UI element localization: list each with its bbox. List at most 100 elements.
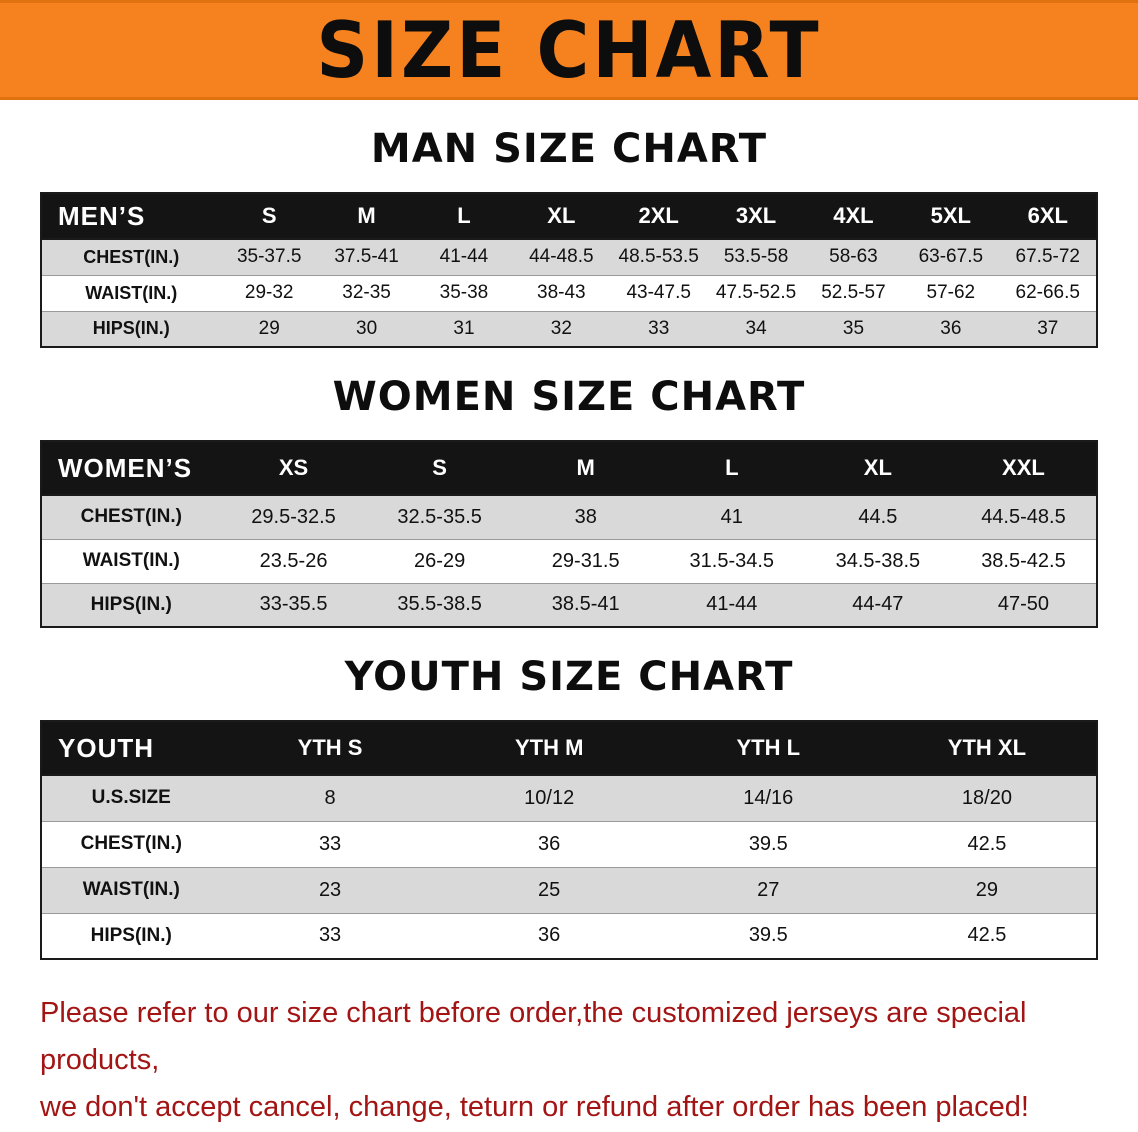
table-row: HIPS(IN.) 33-35.5 35.5-38.5 38.5-41 41-44 44-… bbox=[41, 583, 1097, 627]
size-value-cell: 29 bbox=[877, 867, 1097, 914]
size-column-header: M bbox=[317, 193, 416, 240]
size-value-cell: 36 bbox=[902, 311, 1000, 347]
size-value-cell: 44.5-48.5 bbox=[950, 495, 1097, 540]
size-value-cell: 33-35.5 bbox=[220, 583, 367, 627]
size-value-cell: 26-29 bbox=[366, 539, 513, 584]
size-value-cell: 39.5 bbox=[658, 821, 878, 868]
size-value-cell: 8 bbox=[220, 775, 440, 822]
size-value-cell: 41 bbox=[658, 495, 805, 540]
size-value-cell: 30 bbox=[317, 311, 416, 347]
row-label: HIPS(IN.) bbox=[41, 913, 221, 959]
size-column-header: S bbox=[366, 441, 513, 496]
size-value-cell: 35-37.5 bbox=[220, 239, 318, 276]
size-value-cell: 34.5-38.5 bbox=[804, 539, 951, 584]
size-value-cell: 29-31.5 bbox=[512, 539, 659, 584]
size-value-cell: 38-43 bbox=[512, 275, 611, 312]
table-header-row: YOUTH YTH S YTH M YTH L YTH XL bbox=[41, 721, 1097, 776]
row-label: WAIST(IN.) bbox=[41, 275, 221, 312]
page-title: SIZE CHART bbox=[316, 4, 822, 96]
size-value-cell: 33 bbox=[220, 821, 440, 868]
size-value-cell: 44.5 bbox=[804, 495, 951, 540]
size-value-cell: 42.5 bbox=[877, 913, 1097, 959]
table-group-label: MEN’S bbox=[41, 193, 221, 240]
size-column-header: 2XL bbox=[610, 193, 708, 240]
table-row: WAIST(IN.) 23.5-26 26-29 29-31.5 31.5-34.5 34… bbox=[41, 539, 1097, 584]
disclaimer-line-2: we don't accept cancel, change, teturn o… bbox=[40, 1090, 1029, 1123]
size-value-cell: 35.5-38.5 bbox=[366, 583, 513, 627]
row-label: WAIST(IN.) bbox=[41, 539, 221, 584]
table-row: CHEST(IN.) 33 36 39.5 42.5 bbox=[41, 821, 1097, 868]
row-label: HIPS(IN.) bbox=[41, 583, 221, 627]
size-value-cell: 33 bbox=[610, 311, 708, 347]
row-label: HIPS(IN.) bbox=[41, 311, 221, 347]
size-value-cell: 38.5-41 bbox=[512, 583, 659, 627]
table-row: CHEST(IN.) 35-37.5 37.5-41 41-44 44-48.5 48.5… bbox=[41, 239, 1097, 276]
size-value-cell: 47.5-52.5 bbox=[707, 275, 805, 312]
man-size-chart-section: MAN SIZE CHART MEN’S S M L XL 2XL 3XL 4XL 5XL 6XL… bbox=[0, 126, 1138, 348]
size-value-cell: 23 bbox=[220, 867, 440, 914]
size-column-header: 3XL bbox=[707, 193, 805, 240]
size-value-cell: 32-35 bbox=[317, 275, 416, 312]
youth-size-chart-heading: YOUTH SIZE CHART bbox=[344, 654, 794, 700]
size-value-cell: 57-62 bbox=[902, 275, 1000, 312]
size-column-header: YTH L bbox=[658, 721, 878, 776]
youth-size-table: YOUTH YTH S YTH M YTH L YTH XL U.S.SIZE 8 10/12… bbox=[40, 720, 1098, 960]
size-value-cell: 36 bbox=[439, 913, 659, 959]
size-value-cell: 25 bbox=[439, 867, 659, 914]
size-column-header: XL bbox=[512, 193, 611, 240]
women-size-chart-section: WOMEN SIZE CHART WOMEN’S XS S M L XL XXL CHEST(… bbox=[0, 374, 1138, 628]
size-value-cell: 23.5-26 bbox=[220, 539, 367, 584]
table-row: CHEST(IN.) 29.5-32.5 32.5-35.5 38 41 44.5 44.5… bbox=[41, 495, 1097, 540]
row-label: CHEST(IN.) bbox=[41, 821, 221, 868]
table-row: WAIST(IN.) 23 25 27 29 bbox=[41, 867, 1097, 914]
man-size-chart-heading: MAN SIZE CHART bbox=[370, 126, 768, 172]
size-value-cell: 33 bbox=[220, 913, 440, 959]
mens-size-table: MEN’S S M L XL 2XL 3XL 4XL 5XL 6XL CHEST(IN.) 35-37… bbox=[40, 192, 1098, 348]
size-value-cell: 53.5-58 bbox=[707, 239, 805, 276]
size-value-cell: 47-50 bbox=[950, 583, 1097, 627]
size-column-header: YTH XL bbox=[877, 721, 1097, 776]
size-column-header: 4XL bbox=[804, 193, 903, 240]
size-value-cell: 18/20 bbox=[877, 775, 1097, 822]
table-row: U.S.SIZE 8 10/12 14/16 18/20 bbox=[41, 775, 1097, 822]
size-value-cell: 41-44 bbox=[658, 583, 805, 627]
size-column-header: M bbox=[512, 441, 659, 496]
size-value-cell: 32 bbox=[512, 311, 611, 347]
size-column-header: L bbox=[658, 441, 805, 496]
size-value-cell: 31 bbox=[415, 311, 513, 347]
table-header-row: MEN’S S M L XL 2XL 3XL 4XL 5XL 6XL bbox=[41, 193, 1097, 240]
size-column-header: XL bbox=[804, 441, 951, 496]
size-value-cell: 38.5-42.5 bbox=[950, 539, 1097, 584]
size-value-cell: 52.5-57 bbox=[804, 275, 903, 312]
size-column-header: YTH S bbox=[220, 721, 440, 776]
table-group-label: YOUTH bbox=[41, 721, 221, 776]
size-chart-banner: SIZE CHART bbox=[0, 0, 1138, 100]
size-column-header: 5XL bbox=[902, 193, 1000, 240]
size-value-cell: 62-66.5 bbox=[999, 275, 1097, 312]
order-disclaimer: Please refer to our size chart before or… bbox=[40, 990, 1098, 1131]
size-value-cell: 37.5-41 bbox=[317, 239, 416, 276]
row-label: CHEST(IN.) bbox=[41, 495, 221, 540]
womens-size-table: WOMEN’S XS S M L XL XXL CHEST(IN.) 29.5-32.5 32.5… bbox=[40, 440, 1098, 628]
size-value-cell: 35 bbox=[804, 311, 903, 347]
size-value-cell: 37 bbox=[999, 311, 1097, 347]
size-value-cell: 38 bbox=[512, 495, 659, 540]
size-value-cell: 41-44 bbox=[415, 239, 513, 276]
size-value-cell: 27 bbox=[658, 867, 878, 914]
row-label: CHEST(IN.) bbox=[41, 239, 221, 276]
size-value-cell: 35-38 bbox=[415, 275, 513, 312]
size-value-cell: 32.5-35.5 bbox=[366, 495, 513, 540]
size-column-header: YTH M bbox=[439, 721, 659, 776]
size-value-cell: 29.5-32.5 bbox=[220, 495, 367, 540]
youth-size-chart-section: YOUTH SIZE CHART YOUTH YTH S YTH M YTH L YTH… bbox=[0, 654, 1138, 960]
size-value-cell: 42.5 bbox=[877, 821, 1097, 868]
size-value-cell: 44-47 bbox=[804, 583, 951, 627]
table-row: WAIST(IN.) 29-32 32-35 35-38 38-43 43-47.5 47.… bbox=[41, 275, 1097, 312]
table-header-row: WOMEN’S XS S M L XL XXL bbox=[41, 441, 1097, 496]
size-value-cell: 48.5-53.5 bbox=[610, 239, 708, 276]
size-column-header: XXL bbox=[950, 441, 1097, 496]
size-value-cell: 43-47.5 bbox=[610, 275, 708, 312]
size-value-cell: 34 bbox=[707, 311, 805, 347]
size-value-cell: 36 bbox=[439, 821, 659, 868]
size-value-cell: 10/12 bbox=[439, 775, 659, 822]
